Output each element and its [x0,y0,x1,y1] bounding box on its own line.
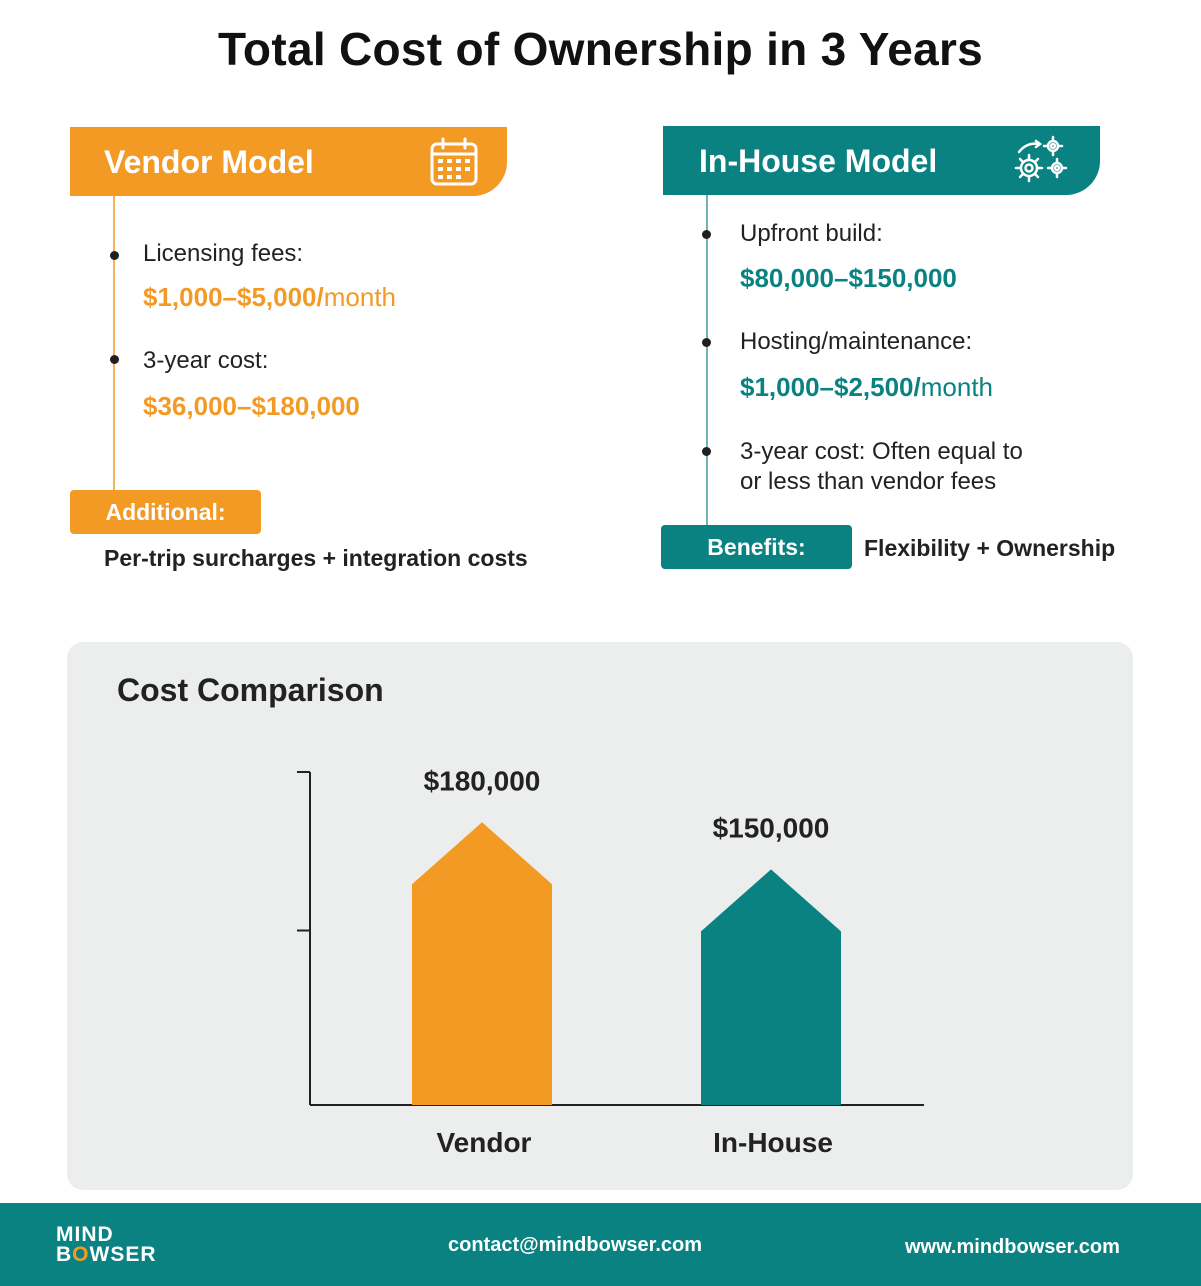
vendor-model-header: Vendor Model [70,127,507,196]
page-title: Total Cost of Ownership in 3 Years [217,23,984,75]
bullet-dot [702,230,711,239]
additional-badge: Additional: [70,490,261,534]
vendor-licensing-value: $1,000–$5,000/month [143,282,396,312]
vendor-licensing-label: Licensing fees: [143,240,304,267]
inhouse-model-title: In-House Model [699,143,938,179]
contact-email-link[interactable]: contact@mindbowser.com [448,1234,702,1256]
additional-text: Per-trip surcharges + integration costs [104,545,528,571]
bullet-dot [110,355,119,364]
inhouse-upfront-value: $80,000–$150,000 [740,263,957,293]
x-tick-label: In-House [713,1127,833,1158]
bullet-dot [702,338,711,347]
data-label: $150,000 [713,812,830,843]
inhouse-hosting-label: Hosting/maintenance: [740,328,973,355]
vendor-3yr-value: $36,000–$180,000 [143,391,360,421]
footer: MIND BOWSER contact@mindbowser.com www.m… [0,1203,1201,1286]
inhouse-3yr-label: 3-year cost: Often equal to or less than… [740,438,1023,495]
inhouse-upfront-label: Upfront build: [740,220,883,247]
inhouse-hosting-value: $1,000–$2,500/month [740,372,993,402]
inhouse-timeline-line [706,195,708,529]
cost-comparison-chart: $180,000 Vendor $150,000 In-House [297,765,924,1158]
inhouse-model-header: In-House Model [663,126,1100,195]
data-label: $180,000 [424,765,541,796]
bullet-dot [702,447,711,456]
vendor-model-title: Vendor Model [104,144,314,180]
bar-in-house [701,869,841,1105]
gears-icon [1009,132,1071,195]
calendar-icon [428,136,480,193]
benefits-badge: Benefits: [661,525,852,569]
chart-title: Cost Comparison [117,672,384,708]
benefits-text: Flexibility + Ownership [864,535,1116,561]
mindbowser-logo: MIND BOWSER [56,1223,157,1266]
website-link[interactable]: www.mindbowser.com [905,1236,1120,1258]
x-tick-label: Vendor [437,1127,532,1158]
bar-vendor [412,822,552,1105]
vendor-timeline-line [113,196,115,492]
bullet-dot [110,251,119,260]
vendor-3yr-label: 3-year cost: [143,347,269,374]
cost-comparison-card: Cost Comparison $180,000 Vendor $150,000 In… [67,642,1133,1190]
